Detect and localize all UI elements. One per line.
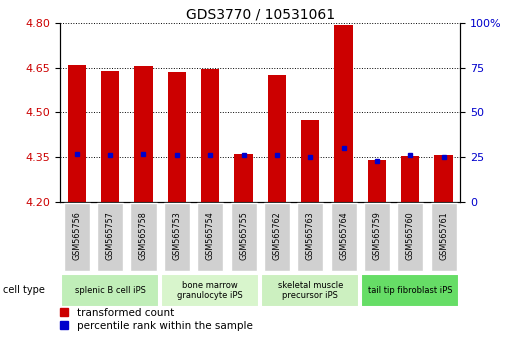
Text: GSM565760: GSM565760 <box>406 211 415 260</box>
Bar <box>134 66 153 202</box>
Text: GSM565761: GSM565761 <box>439 211 448 260</box>
Text: splenic B cell iPS: splenic B cell iPS <box>75 286 145 295</box>
Bar <box>301 120 320 202</box>
FancyBboxPatch shape <box>361 274 459 307</box>
Text: GSM565758: GSM565758 <box>139 211 148 260</box>
FancyBboxPatch shape <box>197 203 223 271</box>
Text: GSM565762: GSM565762 <box>272 211 281 260</box>
Title: GDS3770 / 10531061: GDS3770 / 10531061 <box>186 8 335 22</box>
Text: GSM565763: GSM565763 <box>306 211 315 260</box>
Bar <box>201 69 219 202</box>
FancyBboxPatch shape <box>64 203 90 271</box>
Text: skeletal muscle
precursor iPS: skeletal muscle precursor iPS <box>278 281 343 300</box>
FancyBboxPatch shape <box>364 203 390 271</box>
FancyBboxPatch shape <box>61 274 159 307</box>
FancyBboxPatch shape <box>131 203 156 271</box>
Bar <box>234 154 253 202</box>
FancyBboxPatch shape <box>161 274 259 307</box>
Text: GSM565757: GSM565757 <box>106 211 115 260</box>
Text: GSM565756: GSM565756 <box>72 211 81 260</box>
Bar <box>334 25 353 202</box>
Bar <box>368 160 386 202</box>
FancyBboxPatch shape <box>397 203 423 271</box>
Legend: transformed count, percentile rank within the sample: transformed count, percentile rank withi… <box>60 308 253 331</box>
Bar <box>168 72 186 202</box>
Bar <box>401 156 419 202</box>
Text: GSM565753: GSM565753 <box>173 211 181 260</box>
Text: cell type: cell type <box>3 285 44 295</box>
Bar <box>101 71 119 202</box>
Text: GSM565754: GSM565754 <box>206 211 214 260</box>
Bar <box>435 155 453 202</box>
FancyBboxPatch shape <box>97 203 123 271</box>
FancyBboxPatch shape <box>297 203 323 271</box>
FancyBboxPatch shape <box>231 203 256 271</box>
Text: tail tip fibroblast iPS: tail tip fibroblast iPS <box>368 286 452 295</box>
FancyBboxPatch shape <box>261 274 359 307</box>
FancyBboxPatch shape <box>164 203 190 271</box>
Bar <box>67 65 86 202</box>
Text: GSM565764: GSM565764 <box>339 211 348 260</box>
FancyBboxPatch shape <box>331 203 357 271</box>
Text: GSM565755: GSM565755 <box>239 211 248 260</box>
FancyBboxPatch shape <box>430 203 457 271</box>
Bar <box>268 75 286 202</box>
Text: bone marrow
granulocyte iPS: bone marrow granulocyte iPS <box>177 281 243 300</box>
Text: GSM565759: GSM565759 <box>372 211 381 260</box>
FancyBboxPatch shape <box>264 203 290 271</box>
